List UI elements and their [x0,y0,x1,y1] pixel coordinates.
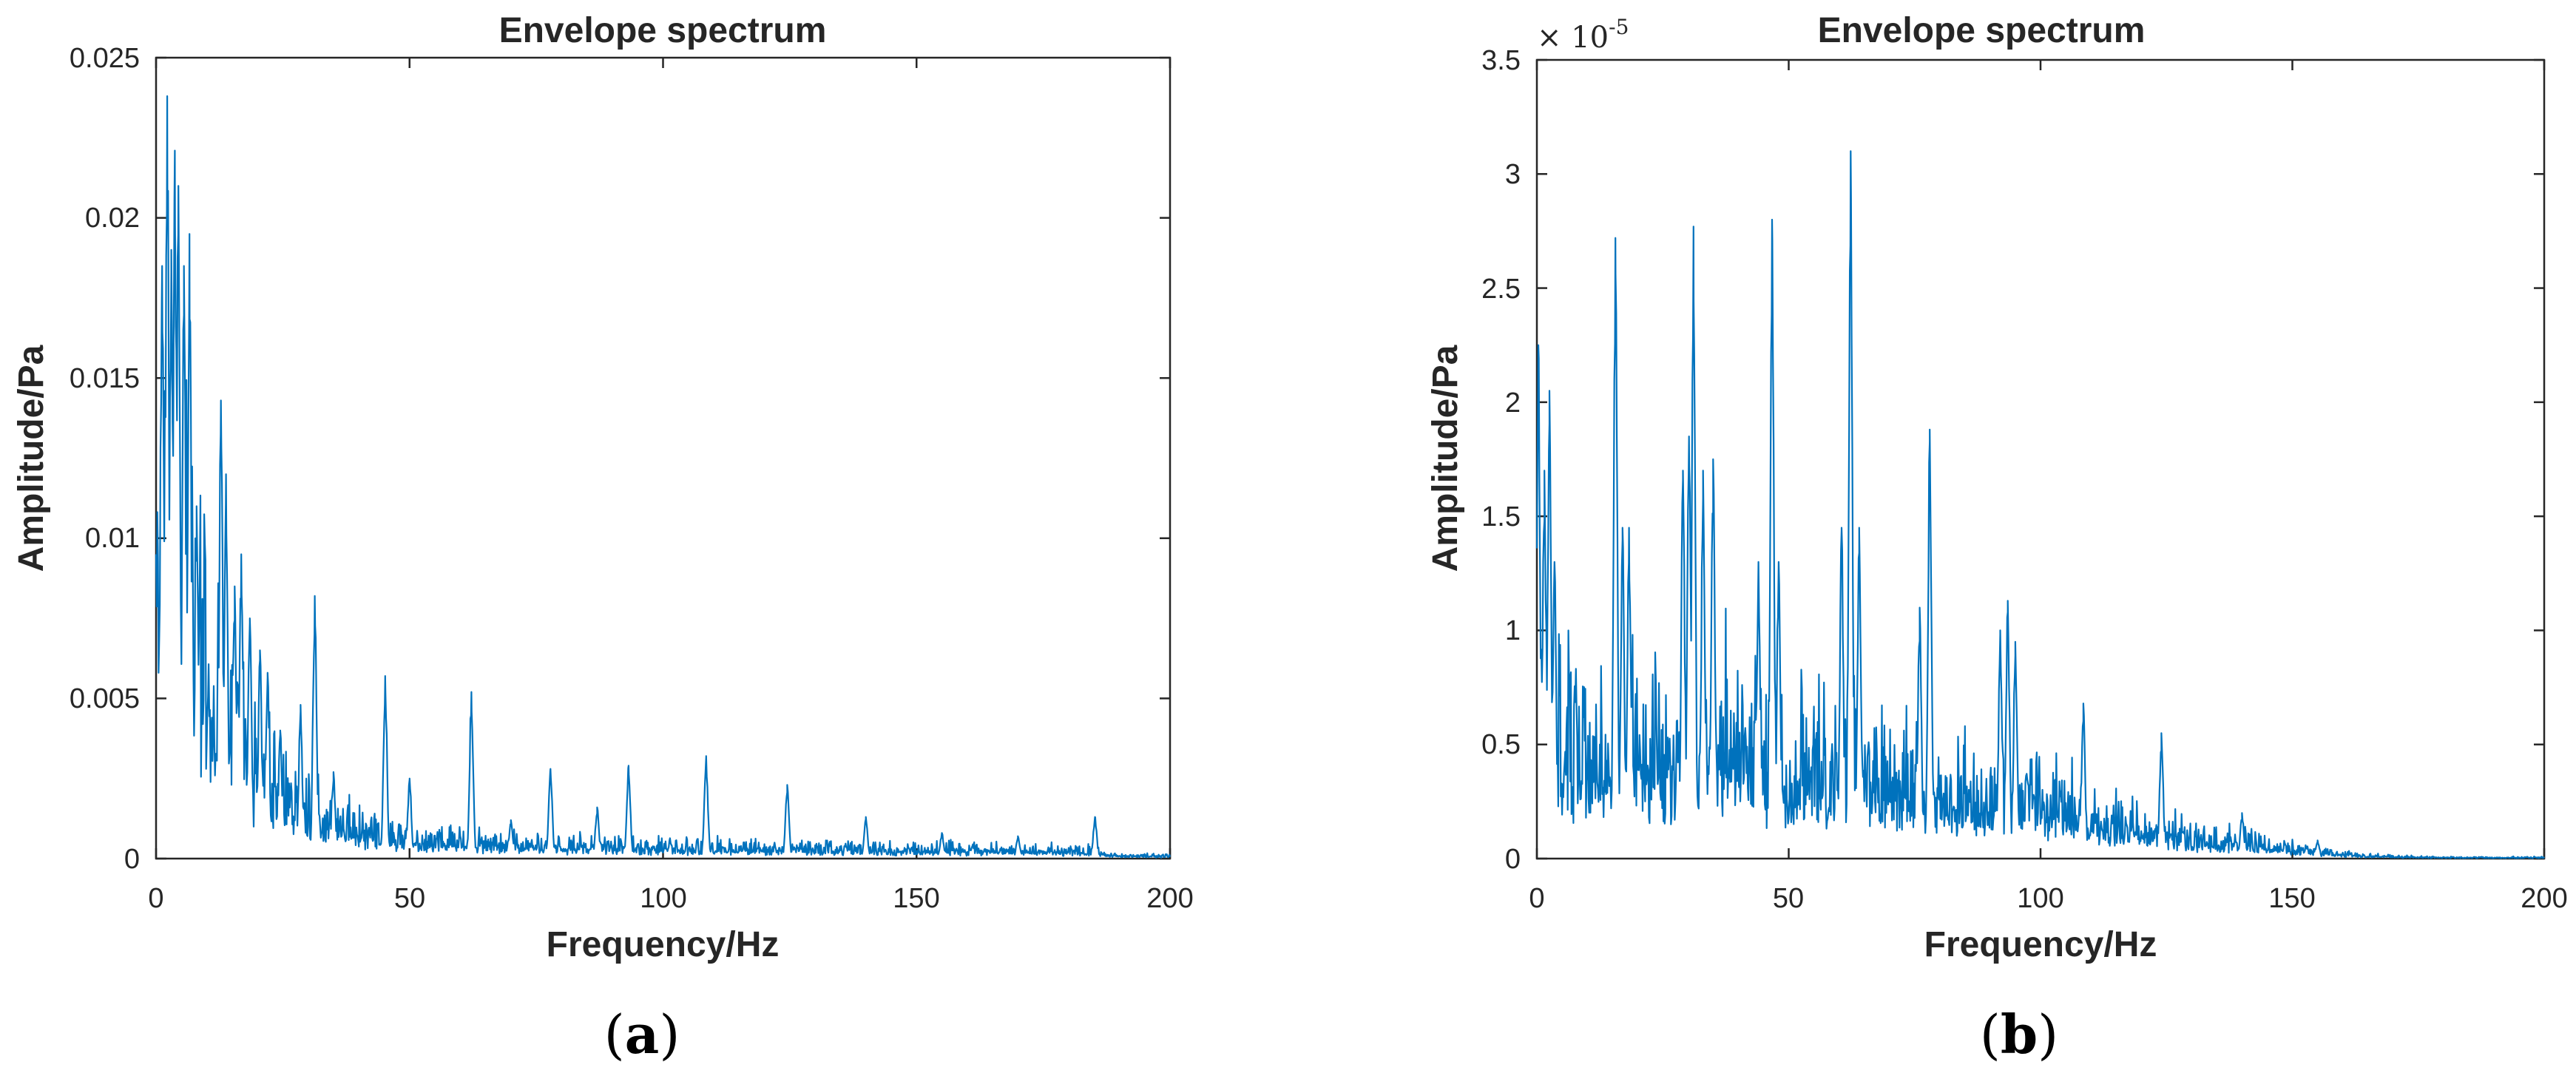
series-line-a [155,95,1172,859]
y-tick-label: 0.025 [70,43,140,74]
y-tick-label: 1 [1505,615,1521,646]
panel-b: Envelope spectrum 0 50 100 150 200 0 0.5… [1426,11,2568,1066]
x-tick-label: 0 [1529,883,1544,914]
x-tick-label: 100 [640,883,686,914]
panel-a: Envelope spectrum 0 50 100 150 200 0 0.0… [12,11,1194,1066]
panel-caption-b: (b) [1980,1003,2059,1066]
y-tick-label: 3.5 [1481,45,1521,76]
y-multiplier-text: × 10-5 [1537,15,1629,55]
x-tick-label: 50 [1773,883,1804,914]
x-tick-label: 200 [2521,883,2567,914]
y-tick-label: 0.02 [85,203,140,234]
y-tick-label: 0 [1505,844,1521,875]
x-tick-label: 0 [148,883,163,914]
y-multiplier-exponent: -5 [1609,15,1629,39]
y-tick-label: 0.005 [70,683,140,714]
x-tick-label: 50 [394,883,425,914]
y-tick-label: 3 [1505,159,1521,190]
y-multiplier: × 10-5 [1537,15,1629,55]
series-line-b [1535,150,2545,859]
x-tick-label: 150 [893,883,939,914]
y-tick-label: 0.01 [85,523,140,554]
y-tick-label: 0 [124,844,140,875]
y-tick-label: 2.5 [1481,274,1521,305]
y-axis-label-a: Amplitude/Pa [12,345,51,572]
x-tick-label: 200 [1146,883,1193,914]
x-tick-label: 100 [2017,883,2063,914]
x-axis-label-a: Frequency/Hz [547,925,780,964]
y-tick-label: 2 [1505,388,1521,419]
y-axis-label-b: Amplitude/Pa [1426,345,1465,572]
y-tick-label: 0.015 [70,363,140,394]
y-tick-label: 0.5 [1481,729,1521,760]
chart-title-b: Envelope spectrum [1818,11,2146,50]
plot-frame-a [155,56,1172,860]
y-tick-label: 1.5 [1481,501,1521,532]
tick-marks-a [155,56,1172,860]
chart-title-a: Envelope spectrum [499,11,827,50]
y-multiplier-base: 10 [1571,21,1609,55]
panel-caption-a: (a) [604,1003,680,1066]
x-tick-label: 150 [2268,883,2315,914]
x-axis-label-b: Frequency/Hz [1924,925,2157,964]
